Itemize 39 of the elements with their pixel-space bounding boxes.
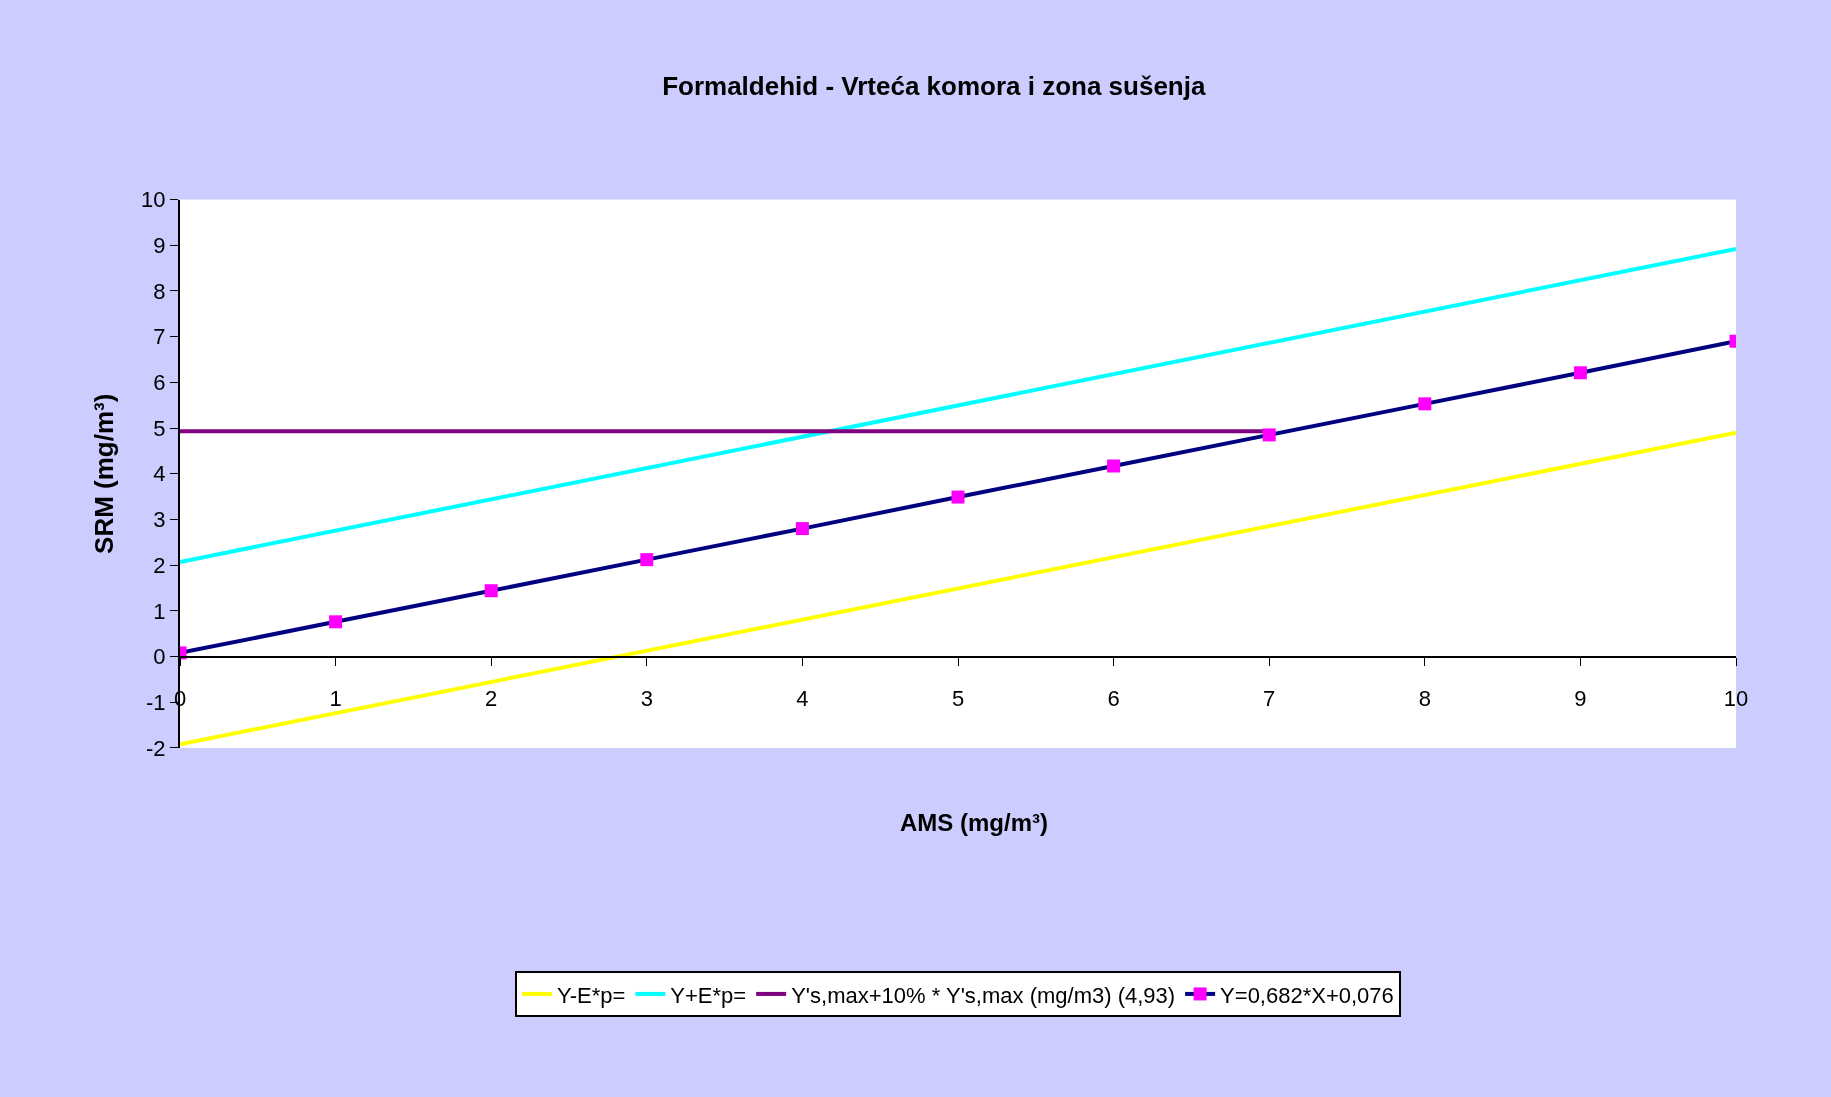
x-tick-label: 1 (329, 685, 342, 711)
point (329, 615, 343, 629)
y-tick-label: 7 (153, 324, 166, 350)
x-tick-label: 5 (951, 685, 965, 711)
legend-label: Y+E*p= (670, 982, 747, 1008)
x-tick-label: 7 (1263, 685, 1276, 711)
point (1418, 397, 1432, 411)
y-tick-label: 8 (153, 278, 166, 304)
point (1107, 459, 1121, 473)
point (640, 553, 654, 567)
legend-label: Y-E*p= (557, 982, 626, 1008)
x-tick-label: 9 (1574, 685, 1587, 711)
y-tick-label: 5 (153, 415, 166, 441)
legend-label: Y=0,682*X+0,076 (1220, 982, 1394, 1008)
x-tick-label: 10 (1723, 685, 1749, 711)
y-tick-label: 0 (153, 644, 166, 670)
point (951, 490, 965, 504)
y-tick-label: 3 (153, 507, 166, 533)
y-axis-title: SRM (mg/m³) (89, 393, 120, 554)
point (795, 522, 809, 536)
x-tick-label: 4 (796, 685, 809, 711)
x-tick-label: 3 (640, 685, 653, 711)
y-tick-label: 4 (153, 461, 166, 487)
chart-title: Formaldehid - Vrteća komora i zona sušenja (662, 70, 1206, 101)
point (1573, 366, 1587, 380)
x-tick-label: 8 (1418, 685, 1431, 711)
y-tick-label: 9 (153, 232, 166, 258)
y-tick-label: -2 (146, 735, 166, 761)
y-tick-label: 1 (153, 598, 166, 624)
x-tick-label: 6 (1107, 685, 1120, 711)
y-tick-label: 2 (153, 552, 166, 578)
y-tick-label: -1 (146, 689, 166, 715)
x-axis-title: AMS (mg/m³) (900, 809, 1048, 836)
y-tick-label: 10 (141, 187, 166, 213)
point (1262, 428, 1276, 442)
legend-label: Y's,max+10% * Y's,max (mg/m3) (4,93) (791, 982, 1176, 1008)
x-tick-label: 2 (485, 685, 498, 711)
y-tick-label: 6 (153, 370, 166, 396)
point (484, 584, 498, 598)
